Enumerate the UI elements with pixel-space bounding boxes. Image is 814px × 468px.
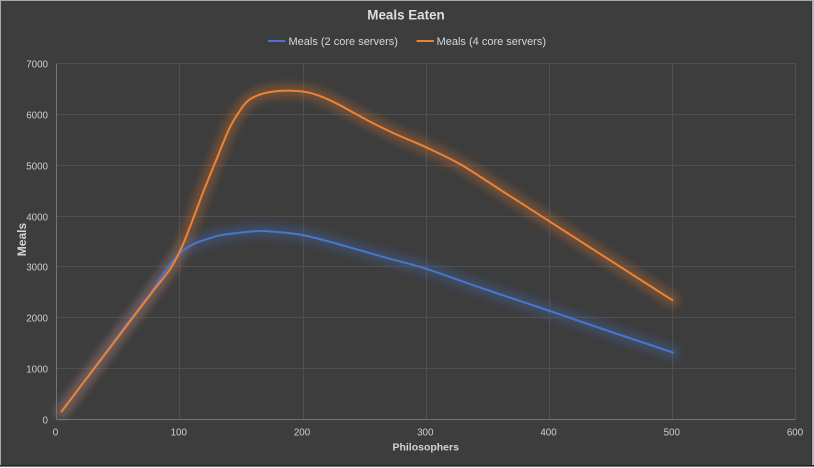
svg-text:600: 600 [787, 427, 804, 438]
svg-text:100: 100 [171, 427, 188, 438]
svg-text:3000: 3000 [26, 262, 48, 273]
svg-text:Meals (2 core servers): Meals (2 core servers) [289, 36, 398, 48]
svg-text:6000: 6000 [26, 110, 48, 121]
svg-text:0: 0 [43, 415, 49, 426]
svg-text:400: 400 [540, 427, 557, 438]
svg-text:Meals (4 core servers): Meals (4 core servers) [437, 36, 546, 48]
svg-text:200: 200 [294, 427, 311, 438]
svg-text:7000: 7000 [26, 59, 48, 70]
svg-text:1000: 1000 [26, 364, 48, 375]
svg-text:Meals Eaten: Meals Eaten [367, 8, 444, 23]
svg-text:5000: 5000 [26, 161, 48, 172]
svg-text:0: 0 [53, 427, 59, 438]
svg-text:2000: 2000 [26, 313, 48, 324]
svg-text:300: 300 [417, 427, 434, 438]
svg-text:Philosophers: Philosophers [392, 442, 459, 454]
svg-text:Meals: Meals [15, 223, 29, 257]
svg-text:4000: 4000 [26, 212, 48, 223]
svg-text:500: 500 [664, 427, 681, 438]
